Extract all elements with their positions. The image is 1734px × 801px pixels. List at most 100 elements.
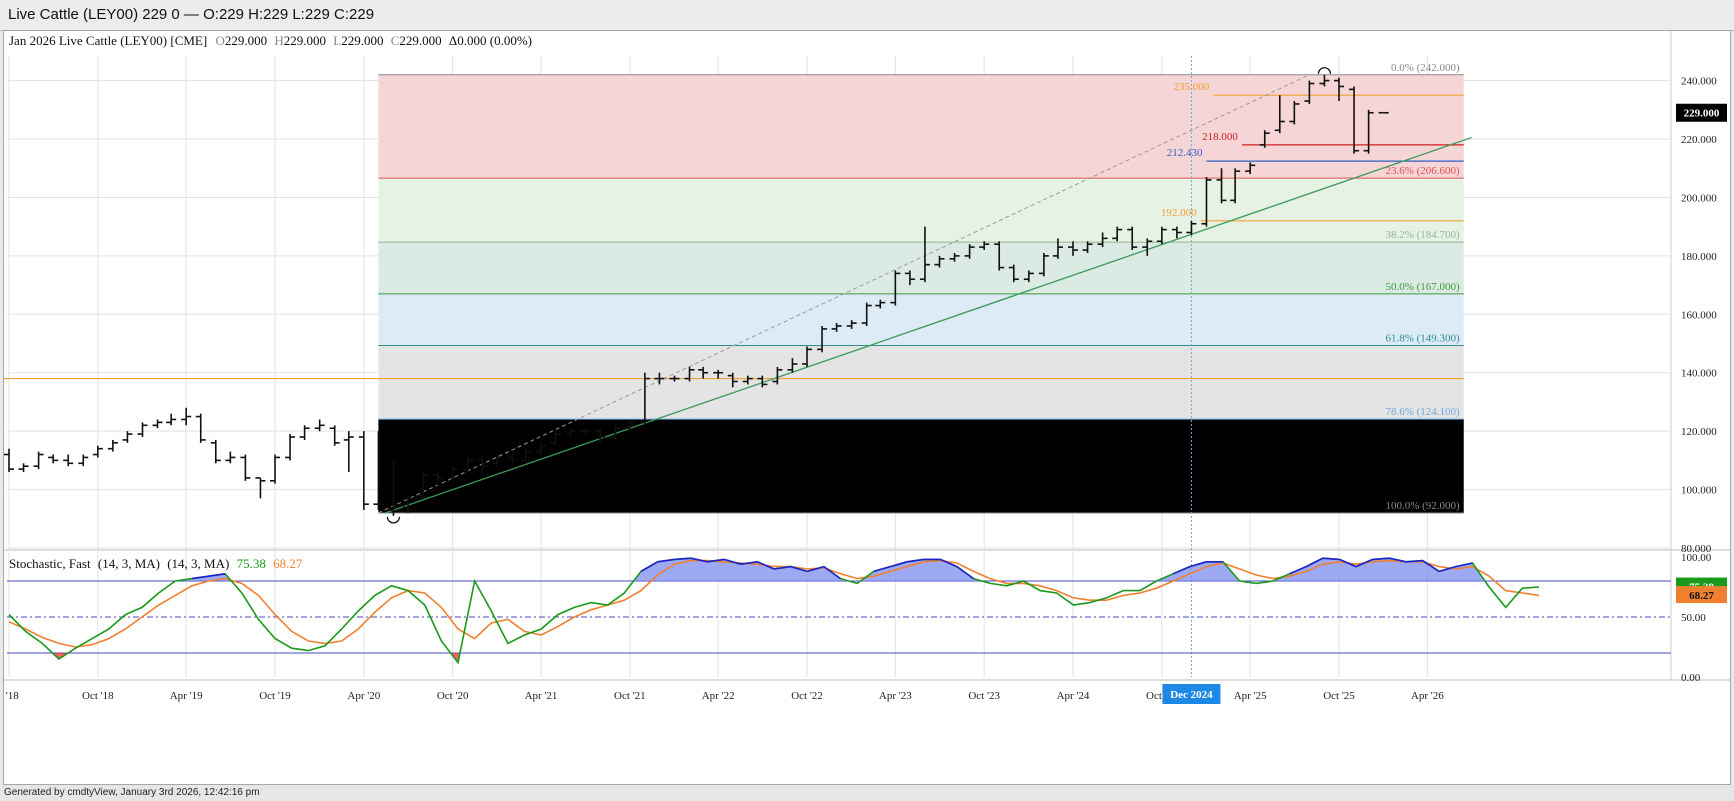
stochastic-k-ob-seg (1322, 557, 1340, 561)
ohlc-bar-11 (137, 422, 148, 437)
stochastic-k-ob-seg (1289, 565, 1307, 575)
stochastic-k-ob-seg (1189, 561, 1207, 568)
cursor-date-tag (1162, 684, 1221, 704)
ohlc-bar-68 (979, 241, 990, 251)
ohlc-bar-83 (1201, 177, 1212, 227)
ohlc-bar-58 (831, 323, 842, 332)
x-tick-label-14: Apr '25 (1234, 690, 1267, 702)
stochastic-params-1: (14, 3, MA) (98, 556, 160, 571)
ohlc-bar-31 (433, 472, 444, 487)
stochastic-k-ob-seg (1372, 557, 1390, 561)
stochastic-k-ob-seg (1438, 565, 1457, 573)
stochastic-k-ob-seg (640, 561, 658, 573)
ohlc-bar-39 (550, 431, 561, 446)
chart-header: Jan 2026 Live Cattle (LEY00) [CME] O229.… (9, 33, 532, 571)
ohlc-bar-37 (520, 448, 531, 464)
ohlc-bar-92 (1334, 77, 1344, 102)
ohlc-bar-30 (418, 472, 429, 499)
ohlc-bar-47 (669, 375, 680, 382)
ohlc-bar-26 (358, 431, 369, 511)
ohlc-bar-40 (565, 428, 576, 437)
fib-level-label-4: 61.8% (149.300) (1385, 333, 1460, 345)
high-marker (1317, 67, 1332, 74)
ohlc-bar-76 (1097, 232, 1108, 248)
cursor-date-label: Dec 2024 (1170, 689, 1213, 701)
ohlc-bar-14 (181, 407, 192, 426)
x-tick-label-9: Oct '22 (791, 690, 823, 702)
ohlc-bar-79 (1142, 238, 1153, 256)
stochastic-k-ob-seg (956, 565, 975, 580)
ohlc-bar-91 (1319, 74, 1330, 87)
stochastic-k-ob-seg (1355, 558, 1374, 568)
ohlc-bar-49 (698, 366, 709, 379)
ohlc-bar-9 (107, 439, 118, 452)
stochastic-k-ob-seg (1172, 565, 1191, 575)
ohlc-bar-78 (1127, 226, 1138, 251)
stochastic-k-ob-seg (657, 558, 675, 563)
last-price-tag (1676, 103, 1727, 122)
ohlc-bar-24 (329, 425, 340, 446)
ohlc-bar-34 (477, 454, 488, 475)
fib-level-label-5: 78.6% (124.100) (1385, 406, 1460, 418)
footer-bar: Generated by cmdtyView, January 3rd 2026… (0, 785, 1734, 801)
ohlc-bar-64 (919, 226, 930, 283)
ohlc-bar-13 (166, 413, 177, 426)
stochastic-panel (7, 557, 1671, 665)
ohlc-bar-73 (1052, 238, 1063, 259)
y-tick-label-5: 180.000 (1681, 251, 1717, 263)
svg-text:Jan 2026 Live Cattle (LEY00) [: Jan 2026 Live Cattle (LEY00) [CME] O229.… (9, 33, 532, 48)
stochastic-k-ob-seg (690, 557, 708, 563)
stochastic-k-ob-seg (1405, 559, 1423, 563)
window-title: Live Cattle (LEY00) 229 0 — O:229 H:229 … (8, 6, 375, 23)
ohlc-bar-48 (684, 366, 695, 382)
chart-svg[interactable]: 0.0% (242.000) 23.6% (206.600) 38.2% (184.… (0, 31, 1730, 784)
stochastic-k-ob-seg (1339, 558, 1357, 568)
stochastic-k-ob-seg (939, 558, 958, 568)
x-tick-label-6: Apr '21 (525, 690, 558, 702)
ohlc-bar-2 (4, 448, 14, 473)
x-tick-label-1: Oct '18 (82, 690, 114, 702)
x-tick-label-8: Apr '22 (702, 690, 735, 702)
close-letter: C (391, 33, 400, 48)
ohlc-bar-66 (949, 252, 960, 262)
ohlc-bar-4 (33, 451, 44, 470)
ohlc-bar-16 (210, 439, 221, 464)
ohlc-bar-42 (595, 428, 606, 443)
ohlc-bar-32 (447, 466, 458, 481)
ohlc-bar-43 (610, 425, 621, 440)
y-tick-label-4: 160.000 (1681, 309, 1717, 321)
fib-zone-1 (378, 178, 1464, 243)
chart-frame: 0.0% (242.000) 23.6% (206.600) 38.2% (184.… (0, 30, 1731, 785)
ohlc-bar-23 (314, 419, 325, 432)
x-tick-label-0: r '18 (4, 690, 19, 702)
ohlc-bar-67 (964, 244, 975, 259)
oversold-fill (52, 653, 69, 659)
ohlc-bar-3 (18, 463, 29, 473)
x-tick-label-5: Oct '20 (437, 690, 469, 702)
ohlc-bar-63 (904, 270, 915, 286)
time-axis: r '18 Oct '18 Apr '19 Oct '19 Apr '20 Oct '20… (0, 684, 1444, 704)
fib-zone-4 (378, 345, 1464, 420)
ohlc-bar-57 (817, 325, 828, 353)
ohlc-bar-74 (1068, 241, 1078, 256)
ohlc-bar-25 (343, 431, 354, 473)
fib-level-label-0: 0.0% (242.000) (1391, 62, 1460, 74)
fib-diagonal-line (378, 74, 1310, 514)
open-value: 229.000 (225, 33, 267, 48)
ohlc-bar-69 (994, 241, 1005, 271)
ohlc-bar-19 (255, 477, 266, 499)
y-tick-label-3: 140.000 (1681, 368, 1717, 380)
stochastic-d-value: 68.27 (273, 556, 303, 571)
stoch-tick-label-0: 0.00 (1681, 672, 1701, 684)
fib-zone-2 (378, 242, 1464, 294)
stoch-tick-label-2: 100.00 (1681, 552, 1712, 564)
ohlc-bar-33 (462, 457, 473, 473)
y-tick-label-1: 100.000 (1681, 485, 1717, 497)
fib-zone-3 (378, 293, 1464, 346)
stochastic-title: Stochastic, Fast (9, 556, 91, 571)
ohlc-bar-56 (802, 346, 812, 367)
ohlc-bar-89 (1289, 101, 1300, 125)
low-letter: L (333, 33, 341, 48)
ohlc-bar-27 (373, 431, 384, 511)
